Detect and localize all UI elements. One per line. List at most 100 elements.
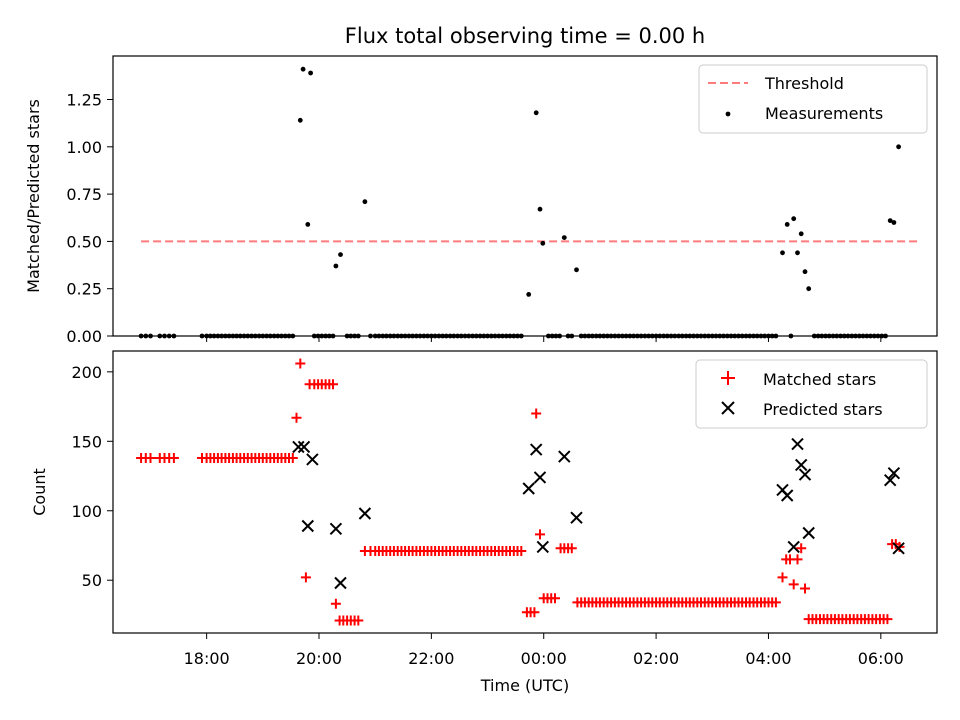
- y-tick-label: 1.25: [66, 91, 102, 110]
- x-tick-label: 22:00: [408, 649, 454, 668]
- predicted-stars-legend-marker: [721, 401, 735, 415]
- matched-star-point: [796, 543, 807, 554]
- matched-star-point: [792, 554, 803, 565]
- predicted-star-point: [292, 440, 305, 454]
- measurement-point: [533, 110, 539, 116]
- ratio-plot-frame: [112, 55, 938, 337]
- measurement-point: [784, 222, 790, 227]
- x-tick-label: 18:00: [184, 649, 230, 668]
- y-tick-label: 0.25: [66, 280, 102, 299]
- matched-star-point: [788, 579, 799, 590]
- x-tick-label: 20:00: [296, 649, 342, 668]
- y-tick-label: 50: [82, 571, 102, 590]
- predicted-star-point: [536, 540, 550, 554]
- count-legend-box: [695, 359, 928, 429]
- measurement-point: [526, 292, 532, 297]
- matched-star-point: [535, 529, 545, 540]
- count-x-ticks: 18:00 20:00 22:00 00:00 02:00 04:00 06:00: [184, 633, 904, 668]
- count-y-ticks: 50 100 150 200: [71, 363, 113, 590]
- predicted-star-point: [306, 453, 319, 466]
- measurement-point: [780, 250, 785, 256]
- measurement-point: [540, 240, 546, 246]
- measurements-legend-label: Measurements: [765, 104, 883, 123]
- matched-star-point: [529, 607, 540, 618]
- matched-star-point: [550, 593, 560, 604]
- y-tick-label: 150: [71, 432, 102, 451]
- matched-star-point: [300, 572, 311, 583]
- predicted-star-point: [297, 440, 311, 454]
- measurement-point: [891, 220, 897, 225]
- predicted-star-point: [802, 526, 815, 540]
- measurement-point: [561, 235, 567, 241]
- predicted-star-point: [798, 468, 812, 481]
- matched-star-point: [168, 453, 179, 463]
- ratio-legend-box: [698, 64, 928, 134]
- predicted-star-point: [791, 437, 804, 451]
- measurement-point: [795, 250, 800, 256]
- measurement-point: [896, 144, 901, 150]
- y-tick-label: 0.00: [66, 327, 102, 346]
- ratio-legend: Threshold Measurements: [698, 64, 928, 134]
- x-tick-label: 06:00: [858, 649, 904, 668]
- predicted-star-point: [329, 522, 343, 536]
- matched-star-point: [330, 598, 341, 609]
- y-tick-label: 1.00: [66, 138, 102, 157]
- count-y-axis-label: Count: [30, 468, 49, 516]
- predicted-star-point: [883, 473, 897, 487]
- measurement-point: [362, 199, 368, 205]
- count-plot-area: [136, 358, 905, 626]
- measurement-point: [537, 206, 543, 212]
- measurement-point: [802, 269, 808, 275]
- matched-stars-legend-label: Matched stars: [763, 370, 876, 389]
- matched-star-point: [328, 379, 338, 390]
- predicted-star-point: [301, 519, 315, 533]
- ratio-y-axis-label: Matched/Predicted stars: [24, 99, 43, 293]
- measurement-point: [798, 231, 804, 237]
- matched-star-point: [770, 597, 781, 608]
- matched-star-point: [566, 543, 577, 554]
- matched-star-point: [291, 412, 302, 423]
- matched-star-point: [882, 614, 893, 625]
- matched-stars-legend-marker: [721, 371, 735, 385]
- predicted-star-point: [794, 458, 808, 472]
- ratio-x-ticks: [206, 336, 882, 342]
- count-plot-frame: [112, 350, 938, 634]
- measurement-point: [305, 222, 311, 227]
- x-tick-label: 00:00: [521, 649, 567, 668]
- predicted-star-point: [533, 471, 547, 484]
- measurement-point: [297, 117, 303, 123]
- measurement-point: [333, 263, 339, 269]
- measurements-legend-marker: [725, 111, 731, 117]
- measurement-point: [887, 218, 893, 224]
- matched-star-point: [295, 358, 306, 369]
- matched-star-point: [287, 453, 298, 463]
- measurement-point: [574, 267, 579, 273]
- matched-star-point: [777, 572, 788, 583]
- predicted-star-point: [780, 489, 794, 502]
- predicted-star-point: [522, 482, 535, 495]
- predicted-star-point: [570, 511, 583, 524]
- matched-star-point: [800, 583, 810, 594]
- matched-star-point: [145, 453, 156, 463]
- predicted-star-point: [558, 450, 571, 463]
- predicted-stars-legend-label: Predicted stars: [763, 400, 883, 419]
- y-tick-label: 100: [71, 502, 102, 521]
- measurement-point: [791, 216, 797, 222]
- predicted-star-point: [529, 443, 543, 456]
- measurement-point: [300, 66, 306, 72]
- y-tick-label: 200: [71, 363, 102, 382]
- x-axis-label: Time (UTC): [480, 676, 569, 695]
- ratio-y-ticks: 0.00 0.25 0.50 0.75 1.00 1.25: [66, 91, 113, 346]
- measurement-point: [338, 252, 343, 257]
- y-tick-label: 0.50: [66, 232, 102, 251]
- predicted-star-point: [358, 507, 372, 520]
- count-legend: Matched stars Predicted stars: [695, 359, 928, 429]
- threshold-legend-label: Threshold: [764, 74, 844, 93]
- matched-star-point: [353, 615, 364, 626]
- matched-star-point: [531, 408, 542, 419]
- matched-star-point: [516, 546, 527, 556]
- x-tick-label: 02:00: [633, 649, 679, 668]
- y-tick-label: 0.75: [66, 185, 102, 204]
- predicted-star-point: [887, 466, 901, 480]
